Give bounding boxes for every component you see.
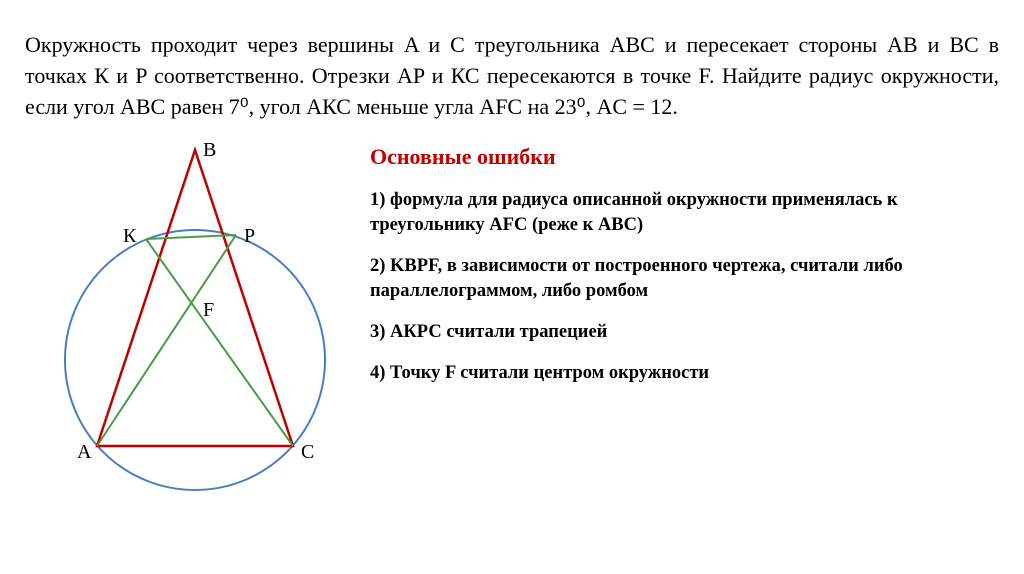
- svg-text:C: C: [301, 441, 314, 463]
- svg-text:P: P: [244, 225, 255, 247]
- diagram-column: A B C К P F: [25, 140, 345, 510]
- svg-text:К: К: [123, 225, 137, 247]
- errors-column: Основные ошибки 1) формула для радиуса о…: [370, 140, 999, 510]
- error-item-4: 4) Точку F считали центром окружности: [370, 361, 999, 386]
- svg-text:F: F: [203, 299, 214, 321]
- errors-title: Основные ошибки: [370, 144, 999, 170]
- svg-text:B: B: [203, 140, 216, 161]
- error-item-2: 2) KBPF, в зависимости от построенного ч…: [370, 254, 999, 304]
- geometry-diagram: A B C К P F: [25, 140, 345, 510]
- svg-text:A: A: [77, 441, 92, 463]
- error-item-3: 3) АКРС считали трапецией: [370, 320, 999, 345]
- error-item-1: 1) формула для радиуса описанной окружно…: [370, 188, 999, 238]
- content-row: A B C К P F Основные ошибки 1) формула для ра…: [25, 140, 999, 510]
- problem-statement: Окружность проходит через вершины A и C …: [25, 30, 999, 122]
